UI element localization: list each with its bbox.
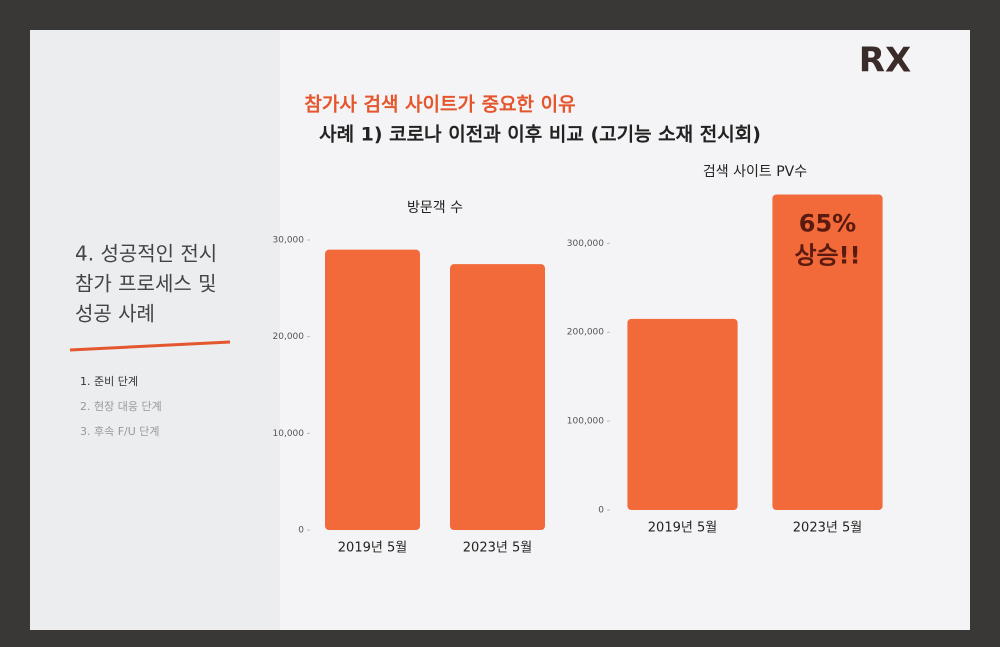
section-title: 참가 프로세스 및 <box>75 272 217 296</box>
y-tick-label: 0 <box>598 506 604 516</box>
section-title: 성공 사례 <box>75 302 155 326</box>
bar <box>325 249 420 530</box>
y-tick-label: 10,000 <box>273 429 305 439</box>
heading: 참가사 검색 사이트가 중요한 이유 <box>304 94 575 116</box>
step: 1. 준비 단계 <box>80 375 138 388</box>
annotation: 상승!! <box>794 241 860 269</box>
chart-title: 검색 사이트 PV수 <box>703 164 807 180</box>
section-title: 4. 성공적인 전시 <box>75 242 217 266</box>
y-tick-label: 200,000 <box>567 328 604 338</box>
y-tick-label: 30,000 <box>273 236 305 246</box>
y-tick-label: 20,000 <box>273 332 305 342</box>
x-tick-label: 2019년 5월 <box>338 541 407 556</box>
logo: RX <box>859 41 911 81</box>
y-tick-label: 0 <box>298 526 304 536</box>
annotation: 65% <box>799 209 856 237</box>
divider <box>69 340 231 352</box>
bar <box>450 264 545 530</box>
step: 3. 후속 F/U 단계 <box>80 425 160 438</box>
x-tick-label: 2023년 5월 <box>463 541 532 556</box>
y-tick-label: 100,000 <box>567 417 604 427</box>
chart-title: 방문객 수 <box>407 200 463 216</box>
x-tick-label: 2019년 5월 <box>648 521 717 536</box>
bar <box>627 318 738 510</box>
sidebar <box>30 30 280 630</box>
x-tick-label: 2023년 5월 <box>793 521 862 536</box>
bar <box>772 194 883 510</box>
y-tick-label: 300,000 <box>567 239 604 249</box>
subheading: 사례 1) 코로나 이전과 이후 비교 (고기능 소재 전시회) <box>319 124 761 146</box>
step: 2. 현장 대응 단계 <box>80 400 162 413</box>
